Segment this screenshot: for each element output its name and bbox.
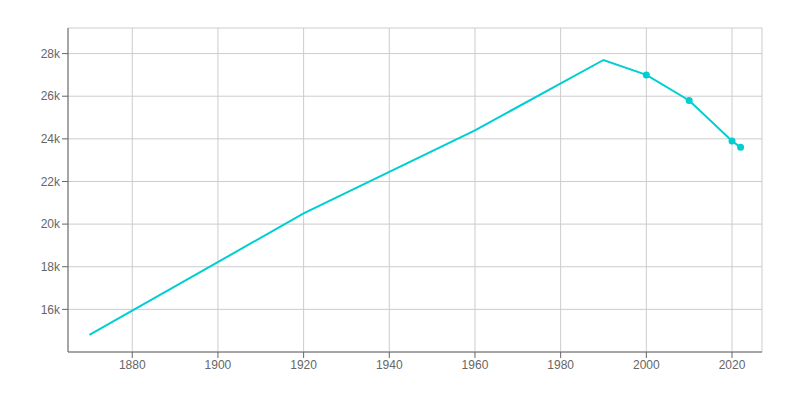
svg-text:1900: 1900 xyxy=(205,358,232,372)
svg-text:1920: 1920 xyxy=(290,358,317,372)
svg-text:22k: 22k xyxy=(41,175,61,189)
svg-text:20k: 20k xyxy=(41,217,61,231)
svg-text:18k: 18k xyxy=(41,260,61,274)
svg-text:26k: 26k xyxy=(41,89,61,103)
svg-text:1880: 1880 xyxy=(119,358,146,372)
svg-text:1980: 1980 xyxy=(547,358,574,372)
svg-text:24k: 24k xyxy=(41,132,61,146)
svg-text:2000: 2000 xyxy=(633,358,660,372)
svg-text:2020: 2020 xyxy=(719,358,746,372)
svg-text:28k: 28k xyxy=(41,47,61,61)
svg-text:16k: 16k xyxy=(41,303,61,317)
svg-text:1940: 1940 xyxy=(376,358,403,372)
svg-text:1960: 1960 xyxy=(462,358,489,372)
